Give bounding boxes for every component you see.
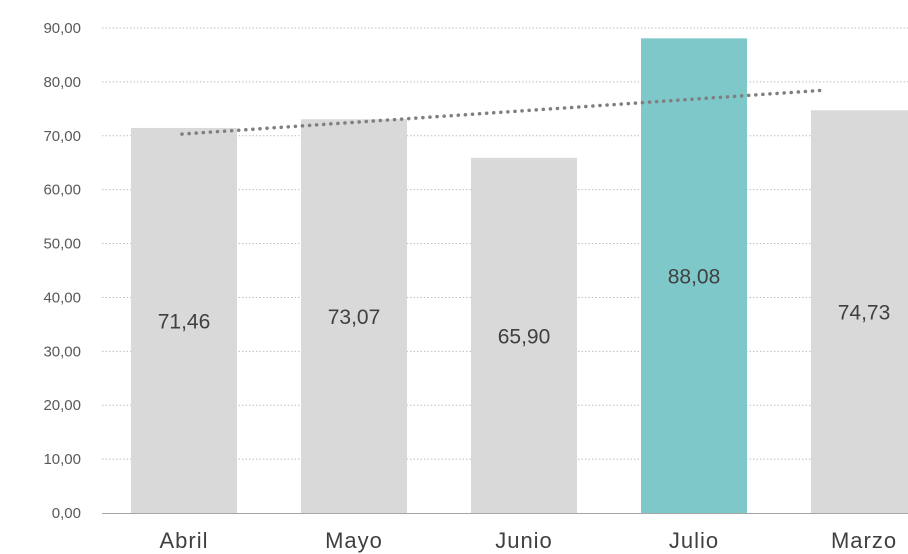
x-category-label: Marzo (831, 528, 897, 553)
bar-julio (641, 38, 747, 513)
x-category-label: Junio (495, 528, 553, 553)
x-category-label: Julio (669, 528, 719, 553)
bar-marzo (811, 110, 908, 513)
bar-junio (471, 157, 577, 513)
trendline-group (180, 88, 828, 136)
data-label: 73,07 (328, 306, 381, 329)
bars (131, 38, 908, 513)
data-labels: 71,46 73,07 65,90 88,08 74,73 (158, 266, 891, 349)
y-tick-label: 70,00 (43, 128, 81, 145)
bar-abril (131, 127, 237, 513)
data-label: 88,08 (668, 266, 721, 289)
bar-mayo (301, 119, 407, 513)
x-category-label: Mayo (325, 528, 383, 553)
y-tick-label: 20,00 (43, 397, 81, 414)
y-axis-tick-labels: 0,00 10,00 20,00 30,00 40,00 50,00 60,00 70,00 8… (43, 20, 81, 522)
y-tick-label: 10,00 (43, 451, 81, 468)
x-category-label: Abril (159, 528, 208, 553)
y-tick-label: 50,00 (43, 236, 81, 253)
data-label: 71,46 (158, 310, 211, 333)
y-tick-label: 90,00 (43, 20, 81, 37)
y-tick-label: 0,00 (52, 505, 81, 522)
y-tick-label: 30,00 (43, 343, 81, 360)
trendline (180, 88, 828, 136)
x-axis-category-labels: Abril Mayo Junio Julio Marzo (159, 528, 897, 553)
data-label: 65,90 (498, 325, 551, 348)
y-tick-label: 40,00 (43, 289, 81, 306)
data-label: 74,73 (838, 302, 891, 325)
y-tick-label: 60,00 (43, 182, 81, 199)
y-tick-label: 80,00 (43, 74, 81, 91)
